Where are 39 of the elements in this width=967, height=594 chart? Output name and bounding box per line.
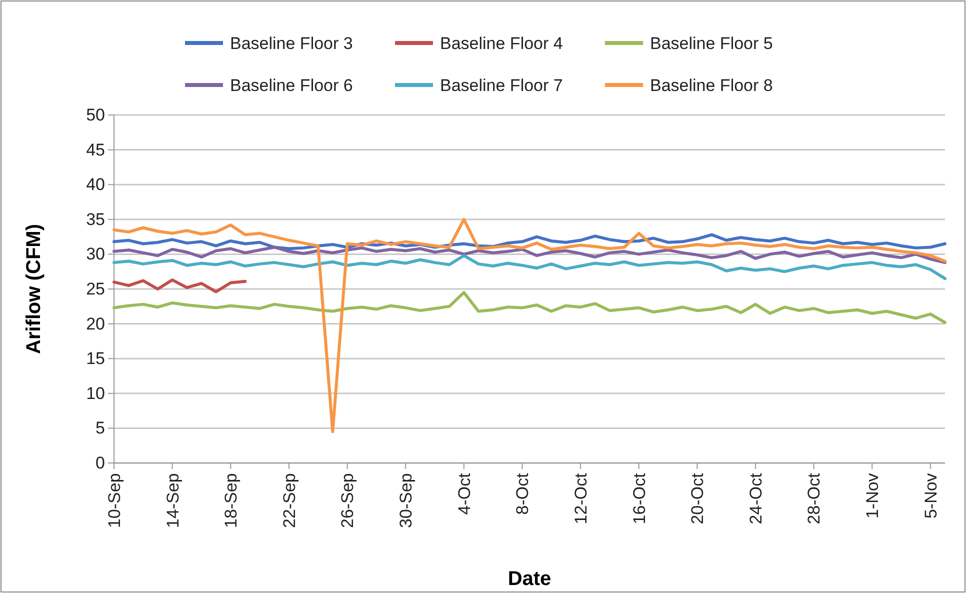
y-tick-label: 25 [86,279,105,298]
y-axis-title: Ariflow (CFM) [23,224,45,354]
x-tick-label: 4-Oct [454,472,474,515]
y-tick-label: 20 [86,314,105,334]
x-tick-label: 16-Oct [630,472,649,524]
x-tick-label: 5-Nov [921,472,940,519]
y-tick-label: 45 [86,140,105,160]
y-tick-label: 40 [86,175,105,194]
y-tick-label: 5 [96,418,105,438]
x-tick-label: 12-Oct [571,472,590,524]
x-tick-label: 18-Sep [222,473,241,528]
legend-label: Baseline Floor 3 [230,34,353,53]
y-tick-label: 30 [86,244,105,264]
x-tick-label: 28-Oct [804,472,824,524]
line-series [112,290,946,324]
x-tick-label: 8-Oct [513,472,532,515]
legend-label: Baseline Floor 7 [440,76,563,95]
legend-label: Baseline Floor 6 [230,76,353,95]
x-tick-label: 20-Oct [688,472,708,524]
x-tick-label: 24-Oct [746,472,766,524]
legend-label: Baseline Floor 5 [650,34,773,53]
y-tick-label: 0 [96,453,105,472]
line-series [112,254,946,280]
x-tick-label: 10-Sep [104,473,124,528]
x-tick-label: 26-Sep [338,473,358,528]
x-axis-title: Date [508,568,552,590]
line-series [112,278,247,294]
line-series [112,218,946,434]
y-tick-label: 10 [86,384,105,403]
y-tick-label: 50 [86,105,105,124]
x-tick-label: 1-Nov [863,472,882,519]
legend-label: Baseline Floor 4 [440,34,563,53]
line-series [112,246,946,264]
y-tick-label: 35 [86,210,105,229]
x-tick-label: 30-Sep [396,473,416,528]
y-tick-label: 15 [86,349,105,368]
x-tick-label: 14-Sep [163,473,182,528]
x-tick-label: 22-Sep [280,473,299,528]
legend-label: Baseline Floor 8 [650,76,773,95]
